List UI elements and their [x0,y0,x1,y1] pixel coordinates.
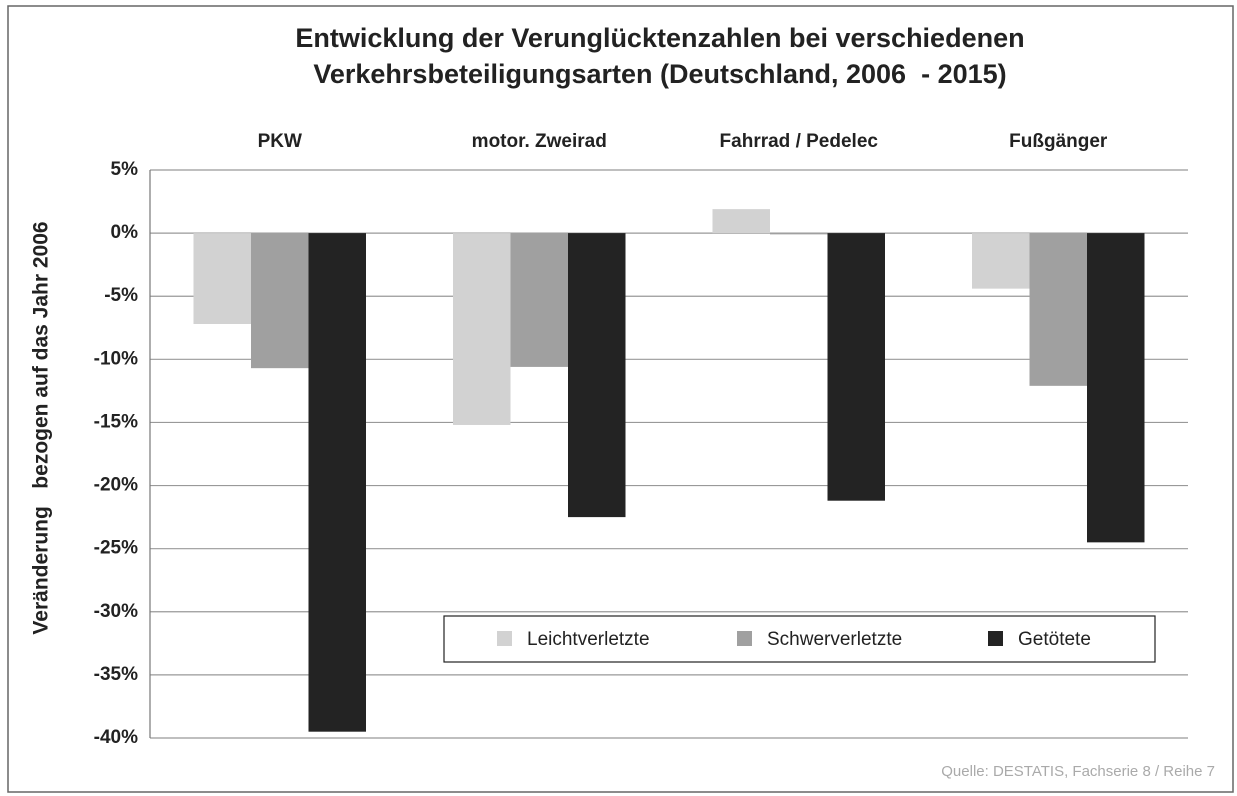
source: Quelle: DESTATIS, Fachserie 8 / Reihe 7 [941,763,1215,780]
y-tick-label: -20% [94,475,138,496]
bar [193,233,251,324]
y-tick-label: 0% [111,222,139,243]
bar [251,233,309,369]
bar [770,233,828,235]
legend-swatch [497,631,512,646]
bar [712,209,770,234]
y-axis-label: Veränderung bezogen auf das Jahr 2006 [30,221,53,634]
y-tick-label: -40% [94,727,138,748]
chart-subtitle: Verkehrsbeteiligungsarten (Deutschland, … [313,59,1006,89]
legend-label: Getötete [1018,629,1091,650]
chart-title: Entwicklung der Verunglücktenzahlen bei … [295,23,1024,53]
y-tick-label: -5% [104,285,138,306]
legend-swatch [988,631,1003,646]
bar [1087,233,1145,543]
category-label: Fußgänger [1009,131,1108,152]
bar [1029,233,1087,386]
legend-swatch [737,631,752,646]
y-tick-label: 5% [111,159,139,180]
y-tick-label: -15% [94,411,138,432]
bar [972,233,1030,289]
bar [510,233,568,367]
category-label: motor. Zweirad [472,131,607,152]
y-tick-label: -35% [94,664,138,685]
bar [453,233,511,425]
bar [308,233,366,732]
legend-label: Leichtverletzte [527,629,650,650]
y-tick-label: -30% [94,601,138,622]
frame [7,5,1234,793]
category-label: Fahrrad / Pedelec [720,131,879,152]
legend-label: Schwerverletzte [767,629,902,650]
bar [568,233,626,518]
bar [827,233,885,501]
y-tick-label: -10% [94,348,138,369]
y-tick-label: -25% [94,538,138,559]
legend-box [443,615,1156,663]
category-label: PKW [258,131,302,152]
